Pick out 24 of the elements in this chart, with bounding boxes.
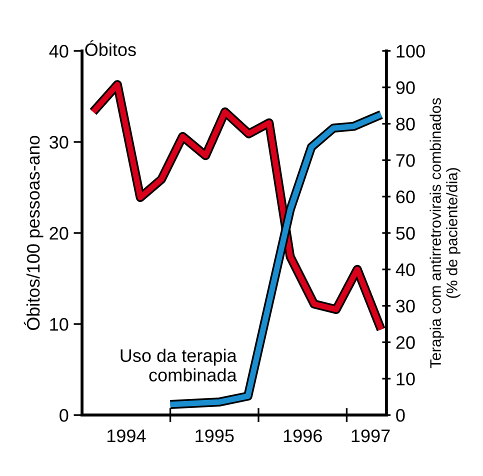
x-tick-label: 1996	[284, 429, 322, 442]
y2-tick-label: 30	[396, 300, 415, 313]
series-label: Uso da terapia combinada	[120, 348, 237, 382]
y2-tick-label: 20	[396, 336, 415, 349]
y2-tick-label: 70	[396, 154, 415, 167]
y2-tick-label: 0	[396, 409, 405, 422]
y2-tick-label: 40	[396, 263, 415, 276]
y2-axis-title: Terapia com antirretrovirais combinados (% de paciente/dia)	[430, 98, 460, 368]
y-axis-title: Óbitos/100 pessoas-ano	[24, 136, 44, 330]
series-label: Óbitos	[85, 40, 136, 56]
y-tick-label: 0	[60, 409, 68, 422]
y2-tick-label: 100	[396, 44, 425, 58]
y2-tick-label: 80	[396, 118, 415, 130]
y-tick-label: 20	[50, 226, 68, 240]
x-tick-label: 1994	[108, 429, 146, 442]
y2-tick-label: 90	[396, 81, 415, 94]
y-tick-label: 30	[50, 136, 68, 149]
x-tick-label: 1995	[196, 429, 234, 442]
y2-tick-label: 50	[396, 226, 415, 240]
y2-tick-label: 10	[396, 372, 415, 386]
y2-tick-label: 60	[396, 190, 415, 204]
y-tick-label: 40	[49, 44, 68, 58]
x-tick-label: 1997	[352, 429, 390, 442]
y-tick-label: 10	[50, 318, 68, 331]
